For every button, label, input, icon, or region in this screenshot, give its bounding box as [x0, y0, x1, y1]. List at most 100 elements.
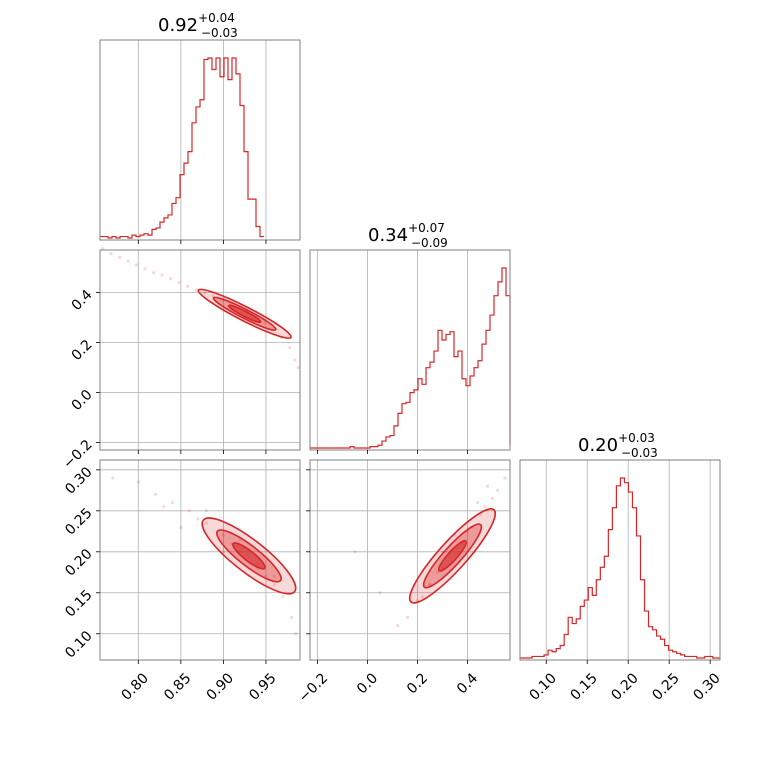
scatter-point-1-0-1 — [109, 252, 113, 256]
ytick-label-1-1: 0.0 — [69, 387, 96, 414]
scatter-point-2-0-6 — [204, 521, 208, 525]
ytick-label-1-3: 0.4 — [69, 287, 96, 314]
ytick-label-1-0: −0.2 — [60, 437, 95, 472]
scatter-point-2-1-0 — [395, 623, 400, 628]
scatter-point-2-1-5 — [435, 570, 440, 574]
panel-frame-2-1 — [309, 459, 511, 661]
panel-frame-2-2 — [519, 459, 721, 661]
histogram-param-1 — [310, 267, 511, 449]
scatter-point-2-1-17 — [353, 550, 357, 554]
contour-2-0-inner — [232, 542, 266, 570]
frame-layer — [99, 39, 721, 661]
scatter-point-2-0-13 — [272, 582, 277, 587]
histogram-param-0 — [100, 57, 264, 239]
scatter-point-2-1-21 — [485, 484, 490, 488]
scatter-point-2-0-9 — [238, 550, 243, 554]
scatter-point-2-0-12 — [264, 574, 268, 578]
title-param-0: 0.92+0.04 — [158, 11, 235, 36]
title-param-1-minus: −0.09 — [411, 236, 448, 250]
scatter-point-1-0-2 — [117, 255, 122, 260]
scatter-point-2-0-23 — [272, 574, 277, 578]
xtick-label-2-4: 0.30 — [690, 670, 723, 703]
scatter-point-1-0-16 — [237, 305, 241, 310]
scatter-point-2-1-6 — [440, 566, 445, 570]
xtick-label-2-2: 0.20 — [608, 670, 641, 703]
scatter-point-1-0-3 — [126, 259, 130, 263]
scatter-point-1-0-17 — [245, 310, 249, 315]
scatter-point-2-0-17 — [204, 509, 208, 513]
contour-2-1-inner — [437, 539, 468, 572]
scatter-point-2-1-1 — [405, 615, 410, 619]
xtick-label-2-1: 0.15 — [567, 670, 600, 703]
ytick-label-2-0: 0.10 — [62, 628, 95, 661]
panel-frame-2-0 — [99, 459, 301, 661]
scatter-point-1-0-13 — [211, 294, 215, 298]
panel-frame-0-0 — [99, 39, 301, 241]
scatter-point-2-0-4 — [187, 509, 191, 513]
scatter-point-2-0-21 — [221, 550, 226, 554]
scatter-point-2-1-19 — [453, 533, 457, 538]
scatter-point-2-1-20 — [475, 501, 480, 505]
xtick-label-0-2: 0.90 — [204, 670, 237, 703]
scatter-point-2-1-9 — [460, 542, 465, 546]
title-param-2-minus: −0.03 — [621, 446, 658, 460]
title-param-2: 0.20+0.03 — [578, 431, 655, 456]
xtick-label-0-0: 0.80 — [119, 670, 152, 703]
scatter-point-2-0-11 — [255, 562, 260, 566]
scatter-point-1-0-6 — [152, 270, 156, 275]
title-param-1: 0.34+0.07 — [368, 221, 445, 246]
scatter-point-2-0-2 — [153, 492, 157, 497]
scatter-point-2-1-3 — [420, 595, 425, 599]
scatter-point-1-0-21 — [279, 335, 283, 340]
scatter-point-2-0-16 — [294, 632, 298, 636]
hist-layer — [100, 57, 720, 659]
scatter-point-2-0-1 — [136, 480, 140, 484]
scatter-point-2-1-14 — [490, 496, 495, 501]
scatter-point-2-0-3 — [170, 501, 174, 505]
scatter-point-1-0-20 — [271, 328, 275, 332]
scatter-point-2-1-2 — [415, 599, 420, 603]
scatter-point-2-0-18 — [179, 525, 183, 529]
scatter-point-1-0-22 — [288, 345, 292, 350]
scatter-point-2-1-11 — [470, 525, 475, 529]
xtick-label-0-3: 0.95 — [246, 670, 279, 703]
xtick-label-1-1: 0.0 — [354, 670, 381, 697]
scatter-point-1-0-12 — [203, 290, 207, 295]
scatter-point-1-0-7 — [160, 273, 164, 277]
scatter-point-2-0-0 — [111, 476, 115, 480]
scatter-point-2-1-7 — [448, 554, 452, 558]
ytick-label-2-1: 0.15 — [62, 587, 95, 620]
ytick-label-2-3: 0.25 — [62, 505, 95, 538]
xtick-label-1-3: 0.4 — [454, 670, 481, 697]
scatter-point-2-0-10 — [247, 554, 251, 558]
tick-layer: 0.80 0.85 0.90 0.95 −0.2 0.0 0.2 0.4 0.10 0.15 0.2… — [60, 240, 724, 706]
scatter-point-2-1-10 — [465, 529, 470, 533]
scatter-point-1-0-23 — [293, 358, 297, 362]
density-layer — [197, 288, 497, 604]
scatter-point-2-0-20 — [238, 537, 243, 542]
scatter-point-1-0-4 — [134, 263, 139, 267]
scatter-point-1-0-14 — [220, 298, 224, 302]
contour-1-0-inner — [227, 304, 262, 324]
scatter-point-2-1-12 — [478, 513, 482, 517]
xtick-label-1-2: 0.2 — [404, 670, 431, 697]
scatter-layer — [100, 247, 507, 636]
scatter-point-2-0-8 — [230, 542, 234, 546]
xtick-label-1-0: −0.2 — [296, 670, 331, 705]
scatter-point-1-0-11 — [194, 288, 198, 292]
scatter-point-2-0-5 — [196, 517, 200, 521]
xtick-label-2-0: 0.10 — [526, 670, 559, 703]
scatter-point-2-0-22 — [255, 566, 260, 570]
panel-frame-1-1 — [309, 249, 511, 451]
panel-frame-1-0 — [99, 249, 301, 451]
grid-layer — [100, 40, 711, 660]
ytick-label-1-2: 0.2 — [69, 337, 96, 364]
scatter-point-1-0-18 — [254, 315, 258, 320]
histogram-param-2 — [520, 477, 720, 659]
scatter-point-2-1-16 — [503, 476, 507, 480]
scatter-point-1-0-9 — [177, 280, 181, 285]
scatter-point-2-1-8 — [455, 546, 460, 550]
scatter-point-2-1-13 — [483, 505, 487, 509]
scatter-point-2-0-7 — [221, 533, 226, 538]
